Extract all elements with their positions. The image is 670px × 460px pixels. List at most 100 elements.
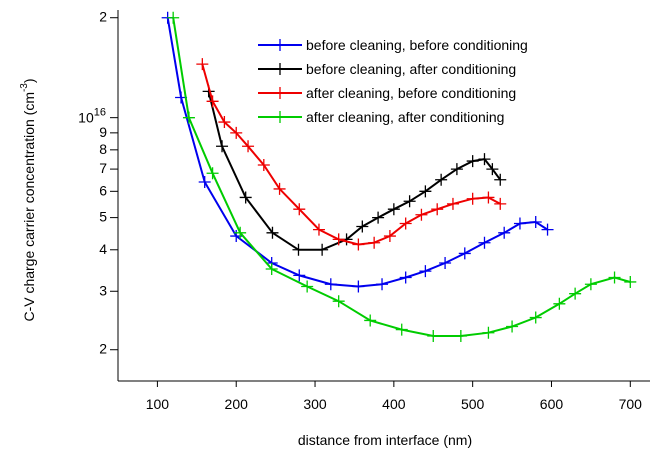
data-point xyxy=(301,280,314,293)
data-point xyxy=(450,163,463,176)
series-line xyxy=(166,17,549,288)
data-point xyxy=(513,217,526,230)
data-point xyxy=(395,323,408,336)
x-tick-label: 500 xyxy=(461,396,485,412)
y-label-tail: ) xyxy=(21,78,37,83)
data-point xyxy=(266,226,279,239)
data-point xyxy=(454,329,467,342)
data-point xyxy=(206,167,219,180)
data-point xyxy=(293,203,306,216)
data-point xyxy=(265,263,278,276)
data-point xyxy=(494,197,507,210)
x-tick-label: 600 xyxy=(540,396,564,412)
data-point xyxy=(569,287,582,300)
data-point xyxy=(234,226,247,239)
x-axis-label: distance from interface (nm) xyxy=(298,432,472,448)
data-point xyxy=(324,278,337,291)
data-point xyxy=(584,278,597,291)
data-point xyxy=(529,215,542,228)
x-tick-label: 400 xyxy=(382,396,406,412)
x-tick-label: 200 xyxy=(225,396,249,412)
data-point xyxy=(206,95,219,108)
data-point xyxy=(368,236,381,249)
data-point xyxy=(466,155,479,168)
data-point xyxy=(376,278,389,291)
data-point xyxy=(332,295,345,308)
y-tick-label: 8 xyxy=(99,141,107,157)
data-point xyxy=(608,271,621,284)
data-point xyxy=(399,271,412,284)
data-point xyxy=(529,311,542,324)
legend-label: after cleaning, before conditioning xyxy=(306,85,516,101)
data-point xyxy=(216,140,229,153)
data-point xyxy=(372,211,385,224)
data-point xyxy=(431,203,444,216)
data-point xyxy=(435,173,448,186)
data-point xyxy=(196,58,209,71)
y-axis-label: C-V charge carrier concentration (cm-3) xyxy=(19,78,37,321)
data-point xyxy=(486,163,499,176)
data-point xyxy=(352,238,365,251)
data-point xyxy=(439,256,452,269)
data-point xyxy=(498,226,511,239)
y-tick-label: 3 xyxy=(99,282,107,298)
series-line xyxy=(201,63,501,246)
x-tick-label: 700 xyxy=(619,396,643,412)
x-tick-label: 300 xyxy=(303,396,327,412)
legend-marker xyxy=(274,63,286,75)
data-point xyxy=(312,223,325,236)
data-point xyxy=(541,223,554,236)
data-point xyxy=(482,191,495,204)
y-tick-label: 1016 xyxy=(78,107,106,126)
data-point xyxy=(230,126,243,139)
legend-label: before cleaning, after conditioning xyxy=(306,61,516,77)
y-tick-label-base: 10 xyxy=(78,110,94,126)
data-point xyxy=(419,185,432,198)
y-tick-label: 7 xyxy=(99,160,107,176)
data-point xyxy=(415,208,428,221)
data-point xyxy=(478,236,491,249)
data-point xyxy=(399,217,412,230)
data-point xyxy=(478,153,491,166)
data-point xyxy=(466,192,479,205)
data-point xyxy=(419,265,432,278)
legend-label: before cleaning, before conditioning xyxy=(306,37,528,53)
data-point xyxy=(332,233,345,246)
data-point xyxy=(292,243,305,256)
data-point xyxy=(458,247,471,260)
data-point xyxy=(242,140,255,153)
legend-marker xyxy=(274,39,286,51)
y-tick-label: 4 xyxy=(99,241,107,257)
legend-marker xyxy=(274,87,286,99)
data-point xyxy=(356,220,369,233)
y-tick-label: 5 xyxy=(99,209,107,225)
y-tick-label-exponent: 16 xyxy=(94,107,106,119)
y-tick-label: 6 xyxy=(99,182,107,198)
data-point xyxy=(387,203,400,216)
y-tick-label: 9 xyxy=(99,124,107,140)
data-point xyxy=(167,11,180,24)
data-point xyxy=(482,326,495,339)
y-tick-label: 2 xyxy=(99,341,107,357)
data-point xyxy=(316,243,329,256)
data-point xyxy=(182,111,195,124)
data-point xyxy=(198,176,211,189)
y-label-text: C-V charge carrier concentration (cm xyxy=(21,92,37,322)
data-point xyxy=(218,116,231,129)
y-tick-label: 2 xyxy=(99,9,107,25)
data-point xyxy=(293,269,306,282)
data-point xyxy=(352,280,365,293)
y-label-superscript: -3 xyxy=(19,83,30,92)
data-point xyxy=(446,197,459,210)
data-point xyxy=(403,195,416,208)
data-point xyxy=(624,275,637,288)
data-point xyxy=(239,191,252,204)
data-point xyxy=(383,230,396,243)
data-point xyxy=(273,182,286,195)
legend-label: after cleaning, after conditioning xyxy=(306,109,504,125)
data-point xyxy=(553,297,566,310)
data-point xyxy=(506,320,519,333)
data-point xyxy=(257,159,270,172)
data-point xyxy=(427,329,440,342)
